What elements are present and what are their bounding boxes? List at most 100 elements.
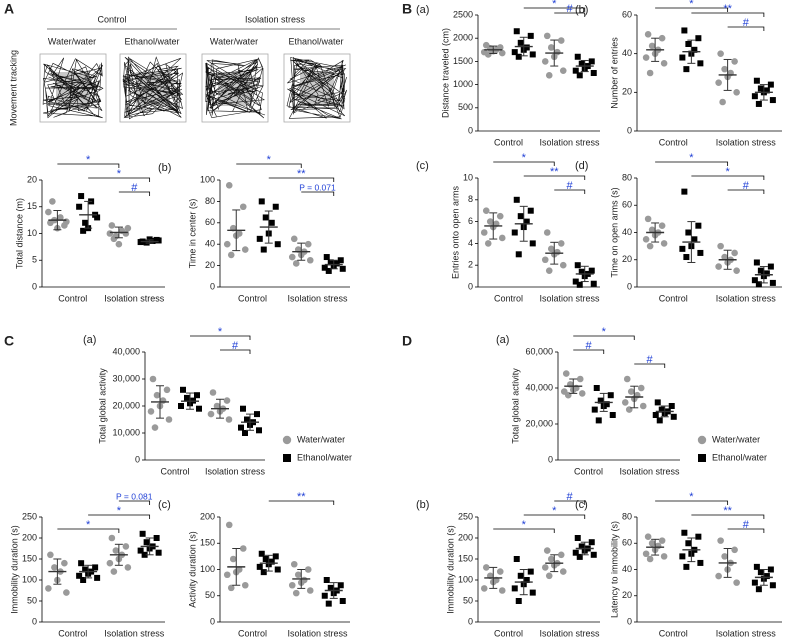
data-point bbox=[721, 253, 728, 261]
group-title: Isolation stress bbox=[245, 14, 306, 24]
data-point bbox=[588, 539, 595, 546]
y-tick-label: 40 bbox=[205, 239, 215, 249]
significance-label: * bbox=[522, 152, 527, 164]
y-tick-label: 60 bbox=[622, 200, 632, 210]
x-tick-label: Isolation stress bbox=[205, 466, 266, 476]
data-point bbox=[337, 582, 344, 589]
significance-bracket bbox=[493, 161, 555, 166]
y-tick-label: 80 bbox=[622, 172, 632, 182]
data-point bbox=[496, 568, 504, 575]
panel-letter: D bbox=[402, 333, 412, 349]
data-point bbox=[51, 564, 58, 571]
data-point bbox=[229, 555, 237, 563]
data-point bbox=[685, 229, 692, 236]
y-tick-label: 20 bbox=[27, 174, 37, 184]
data-point bbox=[94, 574, 101, 581]
y-axis-label: Activity duration (s) bbox=[187, 531, 197, 608]
y-tick-label: 10 bbox=[463, 172, 473, 182]
data-point bbox=[274, 566, 281, 573]
data-point bbox=[482, 564, 490, 571]
significance-label: # bbox=[585, 340, 592, 352]
x-tick-label: Isolation stress bbox=[619, 466, 680, 476]
data-point bbox=[639, 402, 647, 410]
data-point bbox=[288, 581, 296, 589]
data-point bbox=[258, 198, 265, 205]
condition-label: Ethanol/water bbox=[288, 36, 343, 46]
data-point bbox=[106, 230, 114, 237]
significance-bracket bbox=[57, 528, 120, 533]
data-point bbox=[256, 563, 263, 570]
data-point bbox=[646, 242, 654, 250]
data-point bbox=[646, 555, 654, 563]
data-point bbox=[260, 246, 267, 253]
significance-label: # bbox=[131, 182, 138, 194]
y-tick-label: 250 bbox=[458, 511, 473, 521]
data-point bbox=[511, 585, 518, 592]
y-tick-label: 0 bbox=[32, 281, 37, 291]
data-point bbox=[719, 98, 726, 106]
data-point bbox=[559, 568, 567, 575]
data-point bbox=[139, 530, 146, 537]
data-point bbox=[644, 31, 652, 38]
data-point bbox=[513, 196, 520, 203]
data-point bbox=[697, 60, 704, 67]
data-point bbox=[63, 589, 70, 596]
significance-label: # bbox=[232, 340, 239, 352]
data-point bbox=[660, 60, 668, 67]
y-tick-label: 1500 bbox=[453, 56, 473, 66]
data-point bbox=[541, 564, 549, 571]
data-point bbox=[658, 537, 666, 544]
track-path bbox=[42, 57, 104, 119]
significance-bracket bbox=[301, 191, 335, 196]
data-point bbox=[527, 207, 534, 214]
data-point bbox=[681, 27, 688, 34]
y-tick-label: 100 bbox=[200, 174, 215, 184]
x-tick-label: Control bbox=[58, 628, 87, 638]
x-tick-label: Isolation stress bbox=[539, 293, 600, 303]
y-tick-label: 200 bbox=[200, 511, 215, 521]
y-tick-label: 20,000 bbox=[112, 400, 140, 410]
data-point bbox=[238, 424, 244, 431]
x-tick-label: Isolation stress bbox=[287, 628, 348, 638]
data-point bbox=[57, 214, 64, 221]
data-point bbox=[110, 235, 118, 243]
data-point bbox=[685, 41, 692, 47]
y-tick-label: 100 bbox=[458, 574, 473, 584]
y-tick-label: 150 bbox=[22, 553, 37, 563]
data-point bbox=[244, 416, 250, 423]
data-point bbox=[574, 535, 581, 541]
data-point bbox=[679, 553, 686, 560]
data-point bbox=[225, 416, 233, 423]
data-point bbox=[578, 60, 585, 67]
condition-label: Water/water bbox=[210, 36, 258, 46]
data-point bbox=[306, 587, 314, 594]
data-point bbox=[304, 240, 312, 248]
data-point bbox=[137, 547, 144, 554]
group-title: Control bbox=[97, 14, 126, 24]
y-tick-label: 40,000 bbox=[112, 346, 140, 356]
data-point bbox=[670, 413, 677, 420]
y-tick-label: 20 bbox=[622, 87, 632, 97]
data-point bbox=[578, 268, 585, 275]
data-point bbox=[627, 388, 635, 395]
data-point bbox=[660, 553, 668, 560]
data-point bbox=[559, 67, 567, 74]
x-tick-label: Isolation stress bbox=[104, 628, 165, 638]
data-point bbox=[767, 566, 774, 573]
data-point bbox=[683, 254, 690, 261]
data-point bbox=[557, 240, 565, 247]
data-point bbox=[527, 568, 534, 575]
y-tick-label: 50 bbox=[205, 590, 215, 600]
data-point bbox=[691, 46, 698, 53]
y-axis-label: Latency to immobility (s) bbox=[609, 521, 619, 618]
data-point bbox=[656, 417, 663, 424]
data-point bbox=[658, 222, 666, 229]
significance-label: P = 0.081 bbox=[116, 491, 153, 501]
x-tick-label: Control bbox=[659, 293, 688, 303]
condition-label: Ethanol/water bbox=[124, 36, 179, 46]
